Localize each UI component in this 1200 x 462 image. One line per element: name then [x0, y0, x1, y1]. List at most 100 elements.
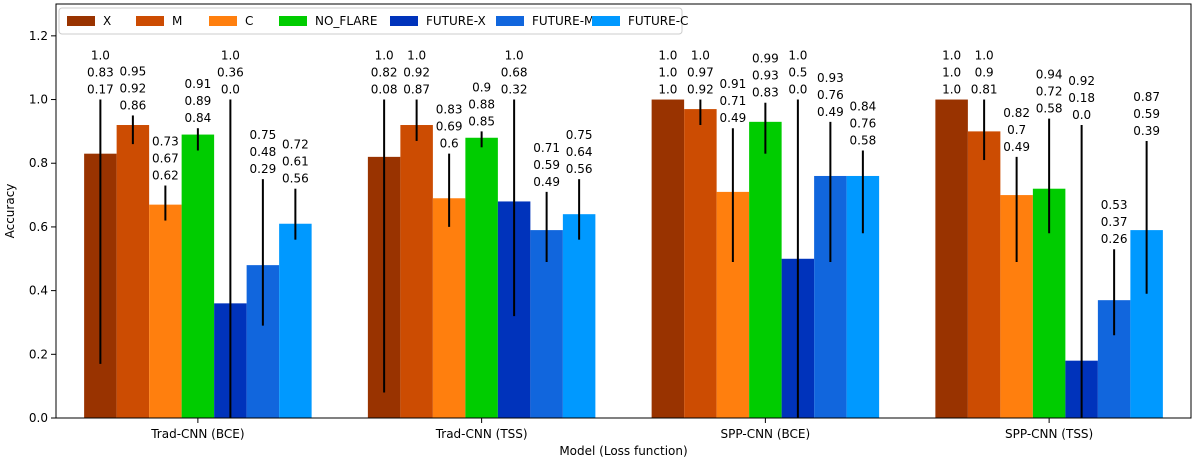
data-label: 0.71 0.59 0.49: [533, 141, 560, 189]
data-label: 0.9 0.88 0.85: [468, 80, 495, 128]
data-label-line: 0.75: [250, 128, 277, 142]
data-label-line: 0.87: [403, 83, 430, 97]
data-label-line: 0.48: [250, 145, 277, 159]
data-label-line: 1.0: [788, 49, 807, 63]
bar-no-flare-3: [749, 121, 782, 418]
data-label-line: 1.0: [942, 49, 961, 63]
bar-m-3: [684, 109, 717, 418]
x-tick-label: Trad-CNN (TSS): [435, 427, 528, 441]
data-label-line: 0.91: [720, 77, 747, 91]
data-label-line: 0.89: [185, 94, 212, 108]
data-label-line: 0.62: [152, 169, 179, 183]
data-label: 0.91 0.89 0.84: [185, 77, 212, 125]
data-label-line: 0.36: [217, 66, 244, 80]
legend-swatch: [279, 16, 307, 26]
data-label-line: 0.49: [1003, 140, 1030, 154]
x-tick-label: SPP-CNN (BCE): [721, 427, 811, 441]
legend-label: X: [103, 14, 111, 28]
bar-m-1: [116, 125, 150, 418]
bar-m-2: [400, 125, 433, 418]
data-label: 1.0 0.82 0.08: [371, 49, 398, 97]
data-label-line: 0.97: [687, 66, 714, 80]
data-label-line: 0.99: [752, 52, 779, 66]
data-label-line: 0.64: [566, 145, 593, 159]
data-label-line: 1.0: [942, 83, 961, 97]
legend-item: FUTURE-C: [592, 14, 688, 28]
data-label: 0.91 0.71 0.49: [720, 77, 747, 125]
data-label: 0.87 0.59 0.39: [1133, 90, 1160, 138]
legend-box: [58, 7, 683, 35]
data-label-line: 1.0: [407, 49, 426, 63]
data-label-line: 0.71: [720, 94, 747, 108]
data-label-line: 1.0: [375, 49, 394, 63]
legend-label: NO_FLARE: [315, 14, 377, 28]
data-label: 0.83 0.69 0.6: [436, 103, 463, 151]
bars-layer: [84, 99, 1163, 419]
data-label: 0.75 0.48 0.29: [250, 128, 277, 176]
data-label-line: 0.91: [185, 77, 212, 91]
data-label-line: 0.32: [501, 83, 528, 97]
data-label-line: 1.0: [658, 66, 677, 80]
data-label-line: 0.56: [282, 172, 309, 186]
data-label: 1.0 0.68 0.32: [501, 49, 528, 97]
data-label: 1.0 0.83 0.17: [87, 49, 114, 97]
y-tick-label: 1.2: [29, 29, 48, 43]
bar-no-flare-1: [181, 134, 215, 419]
data-label: 1.0 0.97 0.92: [687, 49, 714, 97]
data-label-line: 0.0: [788, 83, 807, 97]
data-label-line: 0.82: [1003, 106, 1030, 120]
legend-swatch: [67, 16, 95, 26]
data-label-line: 1.0: [91, 49, 110, 63]
data-label-line: 0.49: [533, 175, 560, 189]
data-label: 0.92 0.18 0.0: [1068, 74, 1095, 122]
legend-label: FUTURE-C: [628, 14, 688, 28]
data-label-line: 0.59: [1133, 107, 1160, 121]
data-label-line: 0.88: [468, 97, 495, 111]
legend-item: NO_FLARE: [279, 14, 377, 28]
bar-x-4: [935, 99, 968, 419]
data-label-line: 0.08: [371, 83, 398, 97]
data-label-line: 0.69: [436, 120, 463, 134]
data-label-line: 0.0: [221, 83, 240, 97]
data-label: 0.84 0.76 0.58: [850, 99, 877, 147]
data-label-line: 0.59: [533, 158, 560, 172]
data-label-line: 0.9: [975, 66, 994, 80]
data-label-line: 0.61: [282, 155, 309, 169]
y-tick-label: 0.6: [29, 220, 48, 234]
bar-no-flare-2: [465, 137, 498, 418]
data-label-line: 0.84: [850, 99, 877, 113]
data-labels-layer: 1.0 0.83 0.170.95 0.92 0.860.73 0.67 0.620.91 0…: [87, 49, 1160, 247]
data-label-line: 1.0: [942, 66, 961, 80]
data-label-line: 0.58: [850, 133, 877, 147]
legend-label: FUTURE-M: [532, 14, 594, 28]
y-tick-label: 0.2: [29, 347, 48, 361]
data-label: 1.0 0.92 0.87: [403, 49, 430, 97]
x-tick-label: Trad-CNN (BCE): [150, 427, 244, 441]
data-label-line: 0.81: [971, 83, 998, 97]
data-label: 1.0 0.36 0.0: [217, 49, 244, 97]
data-label-line: 0.58: [1036, 102, 1063, 116]
data-label-line: 1.0: [975, 49, 994, 63]
data-label-line: 0.83: [436, 103, 463, 117]
data-label-line: 0.7: [1007, 123, 1026, 137]
data-label-line: 1.0: [505, 49, 524, 63]
legend-item: FUTURE-M: [496, 14, 594, 28]
data-label-line: 0.17: [87, 83, 114, 97]
data-label: 0.82 0.7 0.49: [1003, 106, 1030, 154]
data-label-line: 0.76: [850, 116, 877, 130]
data-label-line: 0.37: [1101, 215, 1128, 229]
data-label-line: 0.5: [788, 66, 807, 80]
data-label-line: 0.29: [250, 162, 277, 176]
data-label-line: 0.86: [120, 98, 147, 112]
y-tick-label: 1.0: [29, 93, 48, 107]
data-label-line: 0.93: [752, 69, 779, 83]
data-label-line: 0.53: [1101, 198, 1128, 212]
legend: X M C NO_FLARE FUTURE-X FUTURE-M FUTURE-C: [58, 7, 688, 35]
data-label-line: 0.49: [720, 111, 747, 125]
bar-c-1: [149, 204, 182, 418]
bar-x-3: [651, 99, 685, 419]
data-label-line: 0.87: [1133, 90, 1160, 104]
data-label: 0.75 0.64 0.56: [566, 128, 593, 176]
x-axis: Trad-CNN (BCE) Trad-CNN (TSS) SPP-CNN (BCE…: [150, 418, 1093, 441]
